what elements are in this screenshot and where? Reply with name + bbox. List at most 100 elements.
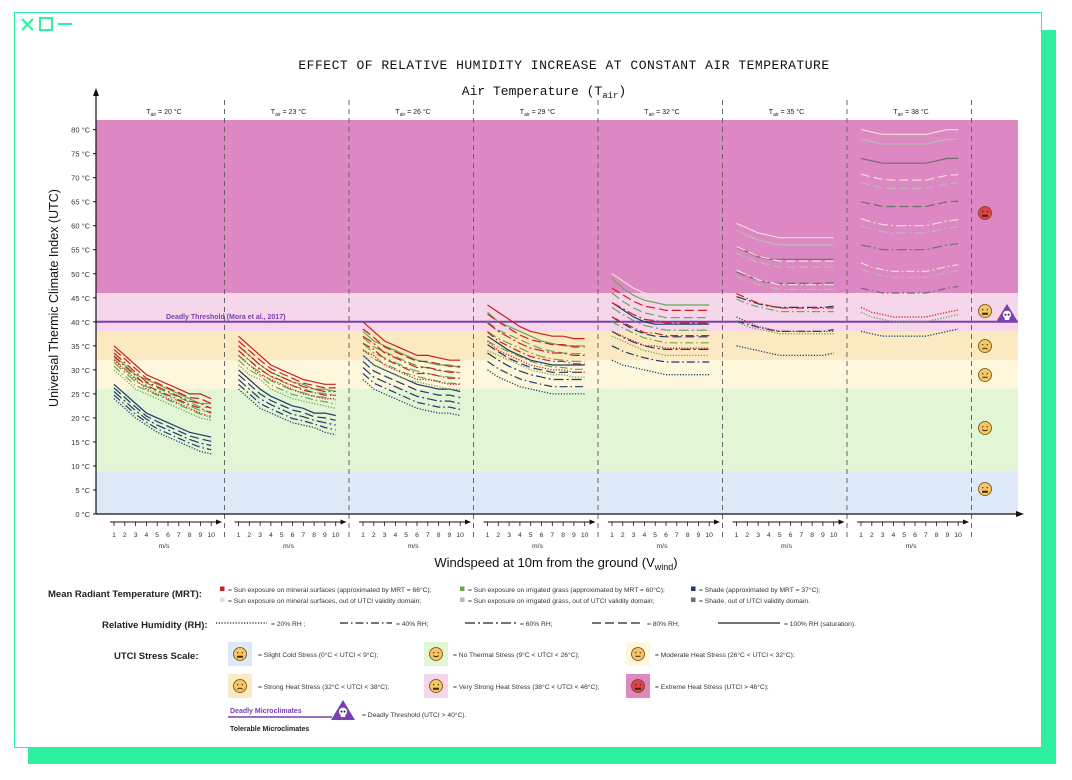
series-grass-rh20-t32 [611,335,710,357]
panel-label: Tair = 23 °C [271,108,306,118]
series-grass-rh100-t32 [611,278,710,306]
series-shade-rh40-t32 [611,345,710,363]
series-shade-rh60-t20 [113,391,212,447]
legend-skull-icon [338,707,348,718]
series-sun-rh60-t23 [238,345,336,393]
series-sun-rh100-t29 [487,304,585,340]
face-eye [433,684,435,686]
y-tick-label: 60 °C [71,222,90,231]
panel-label: Tair = 32 °C [644,108,679,118]
face-eye [639,684,641,686]
face-circle [978,339,992,353]
x-tick-label: 3 [881,532,885,539]
close-icon[interactable] [21,18,34,31]
series-shade-rh20-t20 [113,398,212,455]
band-extreme-heat-stress [96,120,1018,293]
face-mouth [982,490,988,493]
face-circle [978,206,992,220]
series-sun-rh60-t26 [362,335,461,373]
series-shade-rh100-t23 [238,369,336,417]
series-shade-rh60-t32 [611,330,710,350]
legend-item: = 60% RH; [520,621,553,628]
series-sun-rh20-t38 [860,306,959,318]
face-eye [639,652,641,654]
legend-stress-icon [233,647,247,661]
series-lines [113,129,1018,496]
series-sun-rh100-t35 [736,222,834,239]
extreme-heat-icon [978,206,992,220]
series-sun-rh100-t20 [113,345,212,400]
x-tick-label: 4 [145,532,149,539]
x-tick-label: 8 [686,532,690,539]
series-sun-rh80-t38 [860,173,959,181]
legend-item: = 100% RH (saturation). [784,621,856,628]
series-grass-rh100-t29 [487,311,585,347]
series-grass-rh80-t35 [736,252,834,268]
y-axis-label: Universal Thermic Climate Index (UTC) [47,189,61,407]
series-sun-rh80-t26 [362,328,461,367]
series-grass-rh40-t29 [487,340,585,370]
skull-eye [340,710,343,713]
legend-tolerable-label: Tolerable Microclimates [230,726,309,733]
x-tick-label: 6 [166,532,170,539]
legend-rh-title: Relative Humidity (RH): [102,620,208,631]
no-stress-icon [978,421,992,435]
legend-utci-title: UTCI Stress Scale: [114,651,198,662]
x-tick-label: 8 [312,532,316,539]
face-eye [635,684,637,686]
series-grass-rh40-t38 [860,268,959,278]
y-tick-label: 80 °C [71,126,90,135]
y-tick-label: 15 °C [71,438,90,447]
x-tick-label: 6 [415,532,419,539]
face-eye [635,652,637,654]
x-tick-label: 3 [756,532,760,539]
legend-mrt-title: Mean Radiant Temperature (MRT): [48,589,202,600]
y-tick-label: 55 °C [71,246,90,255]
face-eye [986,373,988,375]
series-grass-rh60-t29 [487,330,585,362]
series-sun-rh60-t32 [611,302,710,324]
face-eye [437,684,439,686]
face-circle [978,421,992,435]
series-sun-rh100-t26 [362,321,461,361]
series-grass-rh100-t20 [113,354,212,405]
face-eye [982,211,984,213]
skull-icon [1002,310,1012,321]
face-mouth [982,214,988,217]
x-tick-label: 10 [954,532,962,539]
x-tick-label: 4 [643,532,647,539]
x-tick-label: 6 [291,532,295,539]
legend-deadly-label: Deadly Microclimates [230,708,302,715]
x-tick-label: 3 [507,532,511,539]
skull-head [338,707,348,716]
legend-stress-icon [233,679,247,693]
series-shade-rh100-t32 [611,302,710,325]
series-grass-rh100-t26 [362,330,461,369]
window-controls [21,17,72,31]
legend-item: = Sun exposure on mineral surfaces (appr… [228,586,432,594]
x-unit-label: m/s [532,543,544,550]
series-shade-rh60-t26 [362,367,461,405]
band-very-strong-heat-stress [96,292,1018,332]
face-mouth [237,655,243,658]
x-tick-label: 4 [518,532,522,539]
panel-x-arrow [216,519,222,525]
maximize-icon[interactable] [39,17,53,31]
series-grass-rh100-t35 [736,229,834,246]
series-sun-rh80-t23 [238,340,336,389]
x-tick-label: 9 [946,532,950,539]
x-tick-label: 7 [550,532,554,539]
panel-x-arrow [465,519,471,525]
x-tick-label: 9 [199,532,203,539]
legend-item: = 80% RH; [647,621,680,628]
series-shade-rh20-t32 [611,359,710,376]
x-tick-label: 7 [301,532,305,539]
panel-label: Tair = 29 °C [520,108,555,118]
legend: Mean Radiant Temperature (MRT): Relative… [48,586,856,733]
x-unit-label: m/s [283,543,295,550]
y-tick-label: 40 °C [71,318,90,327]
y-tick-label: 70 °C [71,174,90,183]
series-shade-rh100-t29 [487,335,585,366]
series-shade-rh40-t26 [362,373,461,411]
axis-labels: 0 °C 5 °C 10 °C 15 °C 20 °C 25 °C 30 °C 35 °C 40… [71,108,969,550]
